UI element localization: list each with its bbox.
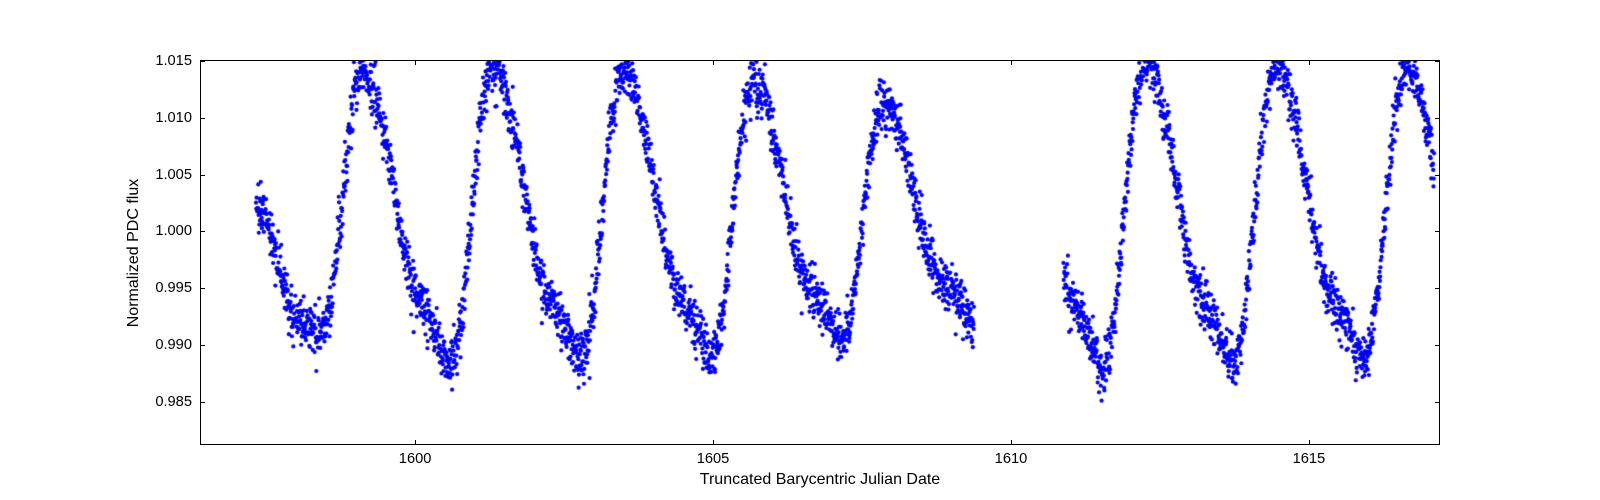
y-tick bbox=[200, 402, 205, 403]
y-tick bbox=[200, 231, 205, 232]
x-tick bbox=[1309, 440, 1310, 445]
y-tick bbox=[1435, 288, 1440, 289]
x-tick-label: 1600 bbox=[399, 451, 432, 467]
x-tick-label: 1610 bbox=[995, 451, 1028, 467]
figure: 1600 1605 1610 1615 0.985 0.990 0.995 1.000 1.0… bbox=[0, 0, 1600, 500]
x-tick bbox=[415, 440, 416, 445]
y-tick bbox=[1435, 231, 1440, 232]
y-tick bbox=[1435, 345, 1440, 346]
y-tick bbox=[1435, 175, 1440, 176]
y-tick-label: 0.995 bbox=[155, 280, 192, 296]
x-tick bbox=[1011, 60, 1012, 65]
y-tick-label: 1.000 bbox=[155, 223, 192, 239]
scatter-canvas bbox=[200, 60, 1440, 445]
y-tick-label: 1.015 bbox=[155, 53, 192, 69]
y-tick-label: 0.990 bbox=[155, 337, 192, 353]
y-tick bbox=[1435, 402, 1440, 403]
y-tick-label: 1.010 bbox=[155, 110, 192, 126]
x-axis-label: Truncated Barycentric Julian Date bbox=[700, 471, 940, 489]
y-tick bbox=[200, 175, 205, 176]
y-tick bbox=[1435, 61, 1440, 62]
x-tick bbox=[713, 440, 714, 445]
x-tick-label: 1605 bbox=[697, 451, 730, 467]
x-tick-label: 1615 bbox=[1293, 451, 1326, 467]
light-curve-axes: 1600160516101615 0.9850.9900.9951.0001.0… bbox=[200, 60, 1440, 445]
x-tick bbox=[1011, 440, 1012, 445]
x-tick bbox=[415, 60, 416, 65]
x-tick bbox=[1309, 60, 1310, 65]
y-tick bbox=[200, 345, 205, 346]
y-tick bbox=[1435, 118, 1440, 119]
y-tick bbox=[200, 288, 205, 289]
y-tick-label: 1.005 bbox=[155, 167, 192, 183]
y-axis-label: Normalized PDC flux bbox=[125, 178, 143, 326]
y-tick-label: 0.985 bbox=[155, 394, 192, 410]
y-tick bbox=[200, 61, 205, 62]
y-tick bbox=[200, 118, 205, 119]
x-tick bbox=[713, 60, 714, 65]
